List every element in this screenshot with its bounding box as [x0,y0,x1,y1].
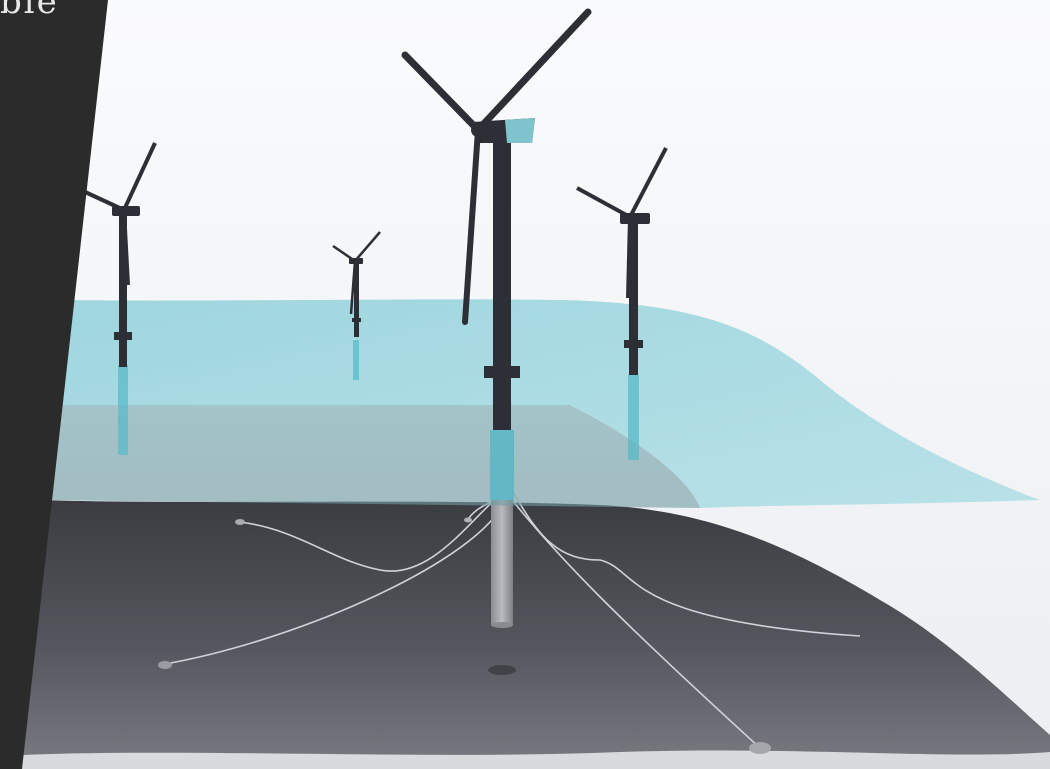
seabed-edge [22,750,1050,769]
cable-node-left [158,661,172,669]
cable-node-bottom [749,742,771,754]
cable-nodes [158,517,771,754]
center-monopile-base [491,622,513,628]
cable-2 [507,494,761,749]
cable-1 [164,499,506,665]
wind-turbine-right [576,147,668,375]
pile-shadow [488,665,516,675]
side-panel-heading: ble [0,0,59,22]
cable-4 [239,494,501,572]
center-monopile [491,500,513,625]
cable-3 [511,489,861,637]
wind-turbine-back [332,231,381,337]
wind-turbine-center [401,8,592,430]
water-front-layer [36,405,700,508]
seabed-surface [22,500,1050,769]
side-panel [0,0,108,769]
tower-reflections [118,340,639,500]
cable-node-mid [235,519,245,525]
sea-surface [45,299,1040,508]
cable-node-center [464,517,472,523]
